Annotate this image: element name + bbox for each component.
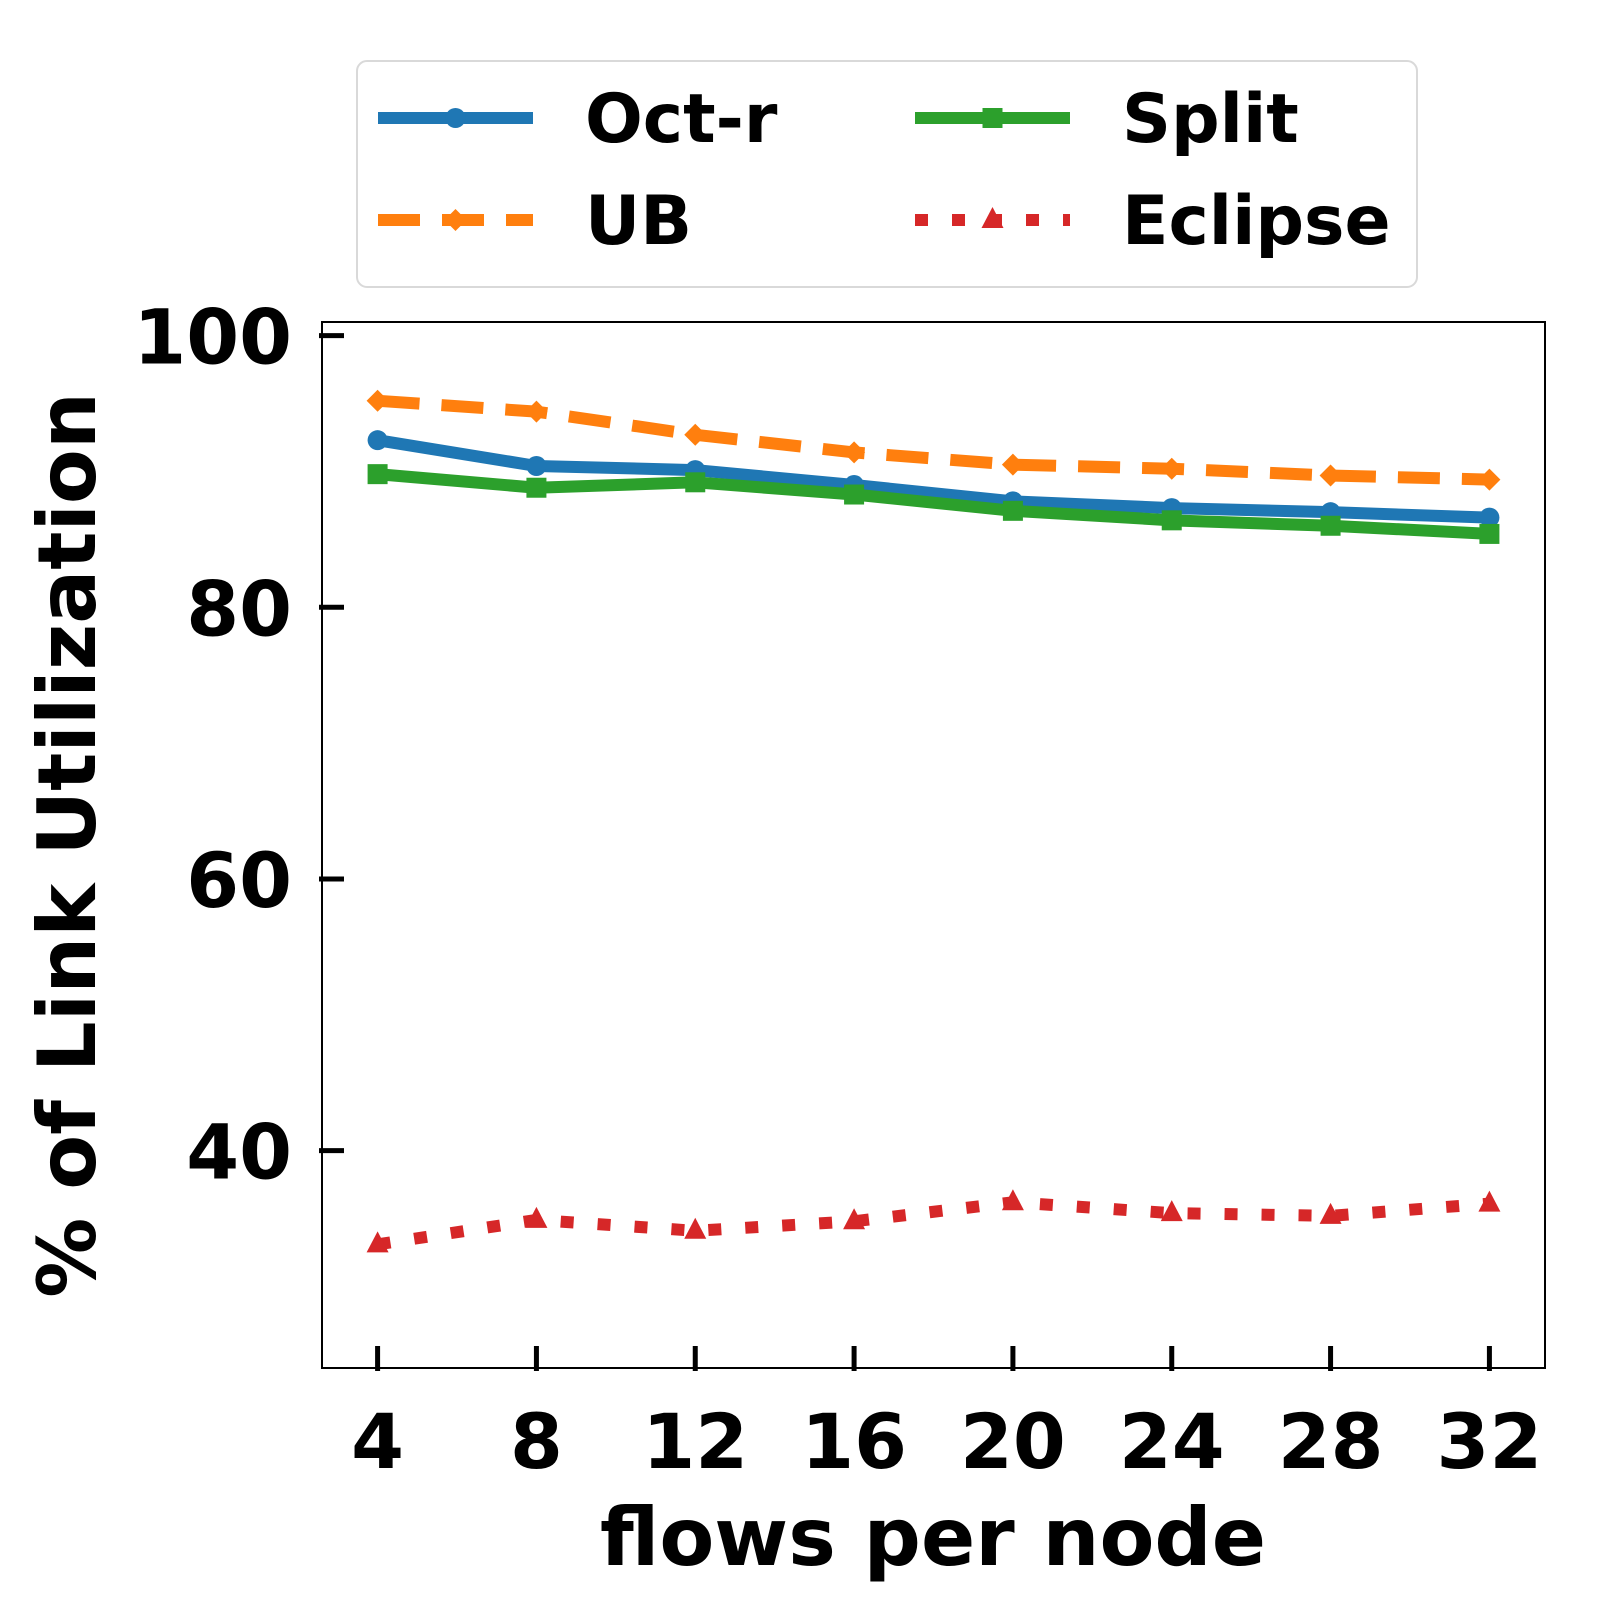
y-tick-label: 100	[133, 293, 292, 382]
y-axis: 40 60 80 100	[133, 293, 344, 1197]
series-layer	[366, 389, 1501, 1253]
series-line-split	[377, 468, 1490, 540]
y-tick-label: 60	[186, 836, 292, 925]
y-tick-label: 40	[186, 1108, 292, 1197]
data-point	[1001, 453, 1024, 476]
data-point	[1160, 457, 1183, 480]
data-point	[1160, 1200, 1183, 1222]
legend-item-oct-r: Oct-r	[378, 80, 778, 159]
data-point	[1319, 1202, 1342, 1224]
data-point	[1479, 523, 1500, 544]
data-point	[684, 423, 707, 446]
legend-marker	[444, 209, 467, 231]
legend-label: UB	[585, 182, 692, 261]
data-point	[1478, 1190, 1501, 1212]
y-axis-label: % of Link Utilization	[21, 392, 114, 1298]
legend-label: Split	[1122, 80, 1299, 159]
series-line-oct-r	[376, 434, 1490, 524]
x-tick-label: 16	[801, 1397, 907, 1486]
data-point	[1002, 500, 1023, 521]
data-point	[1161, 510, 1182, 531]
data-point	[525, 400, 548, 423]
data-point	[1320, 515, 1341, 536]
legend-item-ub: UB	[378, 182, 692, 261]
data-point	[367, 464, 388, 485]
data-point	[366, 389, 389, 412]
plot-area	[321, 321, 1546, 1369]
data-point	[1319, 464, 1342, 487]
data-point	[1478, 468, 1501, 491]
x-tick-label: 28	[1278, 1397, 1384, 1486]
series-split	[367, 464, 1500, 544]
data-point	[1479, 507, 1500, 528]
x-axis-label: flows per node	[600, 1491, 1266, 1584]
legend-item-eclipse: Eclipse	[915, 182, 1391, 261]
data-point	[1001, 1189, 1024, 1211]
legend-marker	[445, 108, 466, 128]
data-point	[685, 472, 706, 493]
x-tick-label: 20	[960, 1397, 1066, 1486]
x-tick-label: 4	[351, 1397, 404, 1486]
legend-item-split: Split	[915, 80, 1299, 159]
legend-marker	[981, 207, 1004, 228]
x-tick-label: 24	[1119, 1397, 1225, 1486]
data-point	[844, 484, 865, 505]
legend-marker	[982, 108, 1003, 128]
series-line-eclipse	[376, 1196, 1490, 1251]
series-line-ub	[377, 394, 1490, 486]
series-eclipse	[366, 1189, 1501, 1253]
legend: Oct-r UB Split Eclipse	[356, 60, 1418, 288]
x-tick-label: 8	[510, 1397, 563, 1486]
data-point	[684, 1217, 707, 1239]
x-tick-label: 32	[1437, 1397, 1543, 1486]
x-axis: 4 8 12 16 20 24 28 32	[351, 1346, 1542, 1486]
x-tick-label: 12	[642, 1397, 748, 1486]
data-point	[843, 441, 866, 464]
y-tick-label: 80	[186, 564, 292, 653]
data-point	[526, 477, 547, 498]
data-point	[525, 1206, 548, 1228]
data-point	[526, 455, 547, 476]
legend-label: Oct-r	[585, 80, 778, 159]
legend-frame	[356, 60, 1418, 288]
series-ub	[366, 389, 1501, 491]
data-point	[367, 430, 388, 451]
data-point	[843, 1208, 866, 1230]
legend-label: Eclipse	[1122, 182, 1391, 261]
data-point	[366, 1231, 389, 1253]
